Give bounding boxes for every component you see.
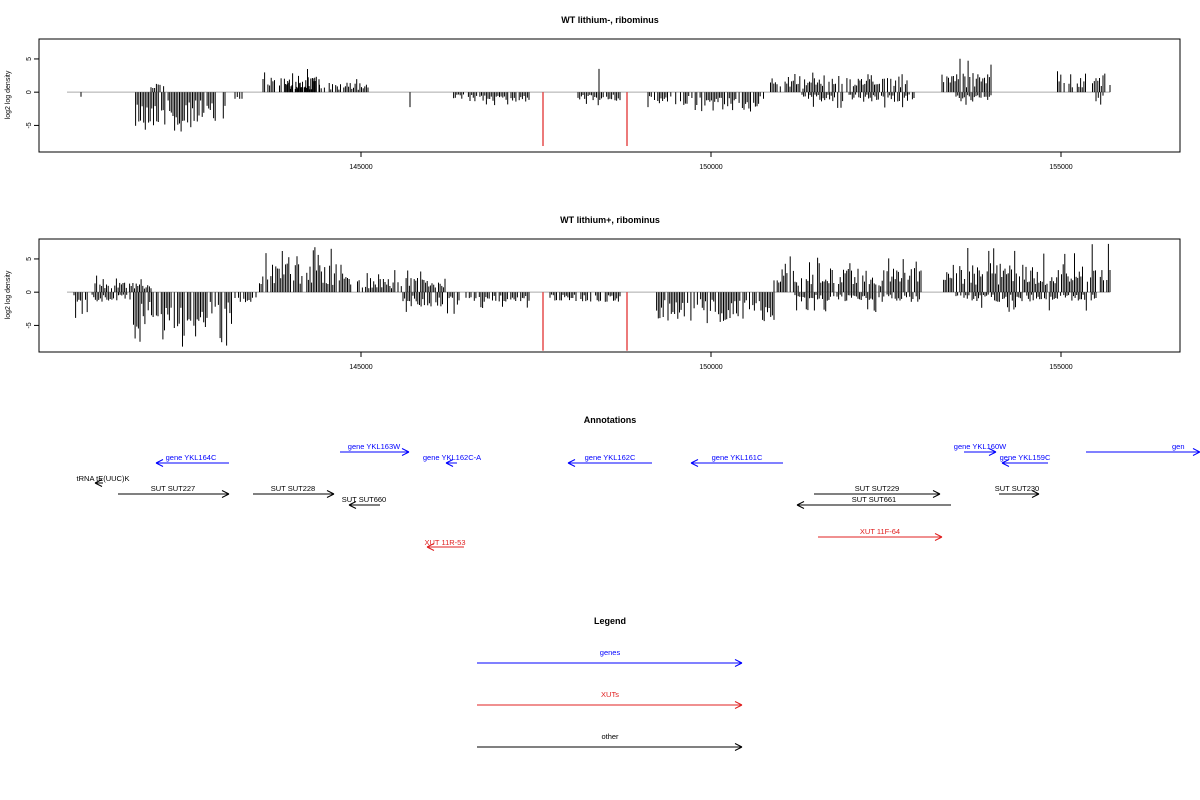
y-tick-label: -5 [26,322,33,328]
feature-arrow [999,490,1040,498]
annotation-feature: gene YKL163W [340,442,410,456]
x-tick-label: 150000 [699,364,722,371]
x-tick-label: 155000 [1049,364,1072,371]
annotations-title: Annotations [584,415,637,425]
feature-label: gene YKL162C [585,453,636,462]
feature-label: SUT SUT227 [151,484,195,493]
annotation-features: tRNA tE(UUC)K gene YKL164C SUT SUT227 SUT S… [77,442,1200,551]
y-ticks: -5 0 5 [26,257,39,329]
annotations-panel: Annotations tRNA tE(UUC)K gene YKL164C SUT… [77,415,1200,551]
annotation-feature: gene YKL162C [567,453,652,467]
feature-label: gene YKL160W [954,442,1007,451]
feature-label: SUT SUT228 [271,484,315,493]
highlight-bars [542,92,628,147]
annotation-feature: SUT SUT661 [796,495,951,509]
x-tick-label: 150000 [699,164,722,171]
feature-label: gene YKL163W [348,442,401,451]
feature-label: SUT SUT660 [342,495,386,504]
feature-label: tRNA tE(UUC)K [77,474,130,483]
annotation-feature: gene YKL159C [1000,453,1051,467]
feature-arrow [1086,448,1200,456]
y-tick-label: 0 [26,90,33,94]
feature-arrow [690,459,783,467]
feature-label: gene YKL161C [712,453,763,462]
feature-arrow [253,490,335,498]
legend: Legend genes XUTs other [477,616,743,751]
x-tick-label: 145000 [349,364,372,371]
legend-arrow [477,659,743,667]
y-tick-label: -5 [26,122,33,128]
feature-arrow [94,479,103,487]
annotation-feature: gene YKL164C [155,453,229,467]
y-tick-label: 5 [26,257,33,261]
legend-label: XUTs [601,690,619,699]
feature-label: gene YKL159C [1000,453,1051,462]
legend-title: Legend [594,616,626,626]
plot-frame [38,38,1181,153]
y-ticks: -5 0 5 [26,57,39,129]
legend-entries: genes XUTs other [477,648,743,751]
x-ticks: 145000 150000 155000 [349,152,1073,171]
feature-label: gen [1172,442,1185,451]
annotation-feature: SUT SUT230 [995,484,1039,498]
feature-label: SUT SUT230 [995,484,1039,493]
feature-label: SUT SUT229 [855,484,899,493]
feature-label: SUT SUT661 [852,495,896,504]
feature-arrow [445,459,457,467]
x-ticks: 145000 150000 155000 [349,352,1073,371]
y-axis-label: log2 log density [5,70,12,119]
feature-arrow [964,448,997,456]
annotation-feature: SUT SUT660 [342,495,386,509]
x-tick-label: 145000 [349,164,372,171]
feature-arrow [567,459,652,467]
track-panel-lithium-minus: WT lithium-, ribominus log2 log density … [5,15,1181,171]
plot-frame [38,238,1181,353]
feature-arrow [1001,459,1048,467]
feature-arrow [426,543,464,551]
feature-label: XUT 11F-64 [860,527,900,536]
feature-arrow [814,490,941,498]
annotation-feature: SUT SUT228 [253,484,335,498]
feature-label: XUT 11R-53 [425,538,466,547]
track-panel-lithium-plus: WT lithium+, ribominus log2 log density … [5,215,1181,371]
legend-entry: other [477,732,743,751]
signal-bars [80,58,1111,132]
highlight-bars [542,292,628,351]
feature-arrow [348,501,380,509]
annotation-feature: gene YKL162C-A [423,453,481,467]
legend-arrow [477,743,743,751]
feature-arrow [818,533,943,541]
legend-arrow [477,701,743,709]
feature-arrow [118,490,230,498]
x-tick-label: 155000 [1049,164,1072,171]
panel-title: WT lithium+, ribominus [560,215,660,225]
annotation-feature: gene YKL161C [690,453,783,467]
annotation-feature: tRNA tE(UUC)K [77,474,130,487]
annotation-feature: XUT 11F-64 [818,527,943,541]
feature-arrow [340,448,410,456]
signal-bars [73,243,1111,347]
y-tick-label: 0 [26,290,33,294]
y-tick-label: 5 [26,57,33,61]
annotation-feature: SUT SUT227 [118,484,230,498]
feature-label: gene YKL162C-A [423,453,481,462]
legend-entry: XUTs [477,690,743,709]
legend-label: other [601,732,619,741]
y-axis-label: log2 log density [5,270,12,319]
feature-arrow [796,501,951,509]
annotation-feature: XUT 11R-53 [425,538,466,551]
legend-entry: genes [477,648,743,667]
annotation-feature: gene YKL160W [954,442,1007,456]
feature-arrow [155,459,229,467]
annotation-feature: SUT SUT229 [814,484,941,498]
annotation-feature: gen [1086,442,1200,456]
feature-label: gene YKL164C [166,453,217,462]
legend-label: genes [600,648,621,657]
panel-title: WT lithium-, ribominus [561,15,659,25]
